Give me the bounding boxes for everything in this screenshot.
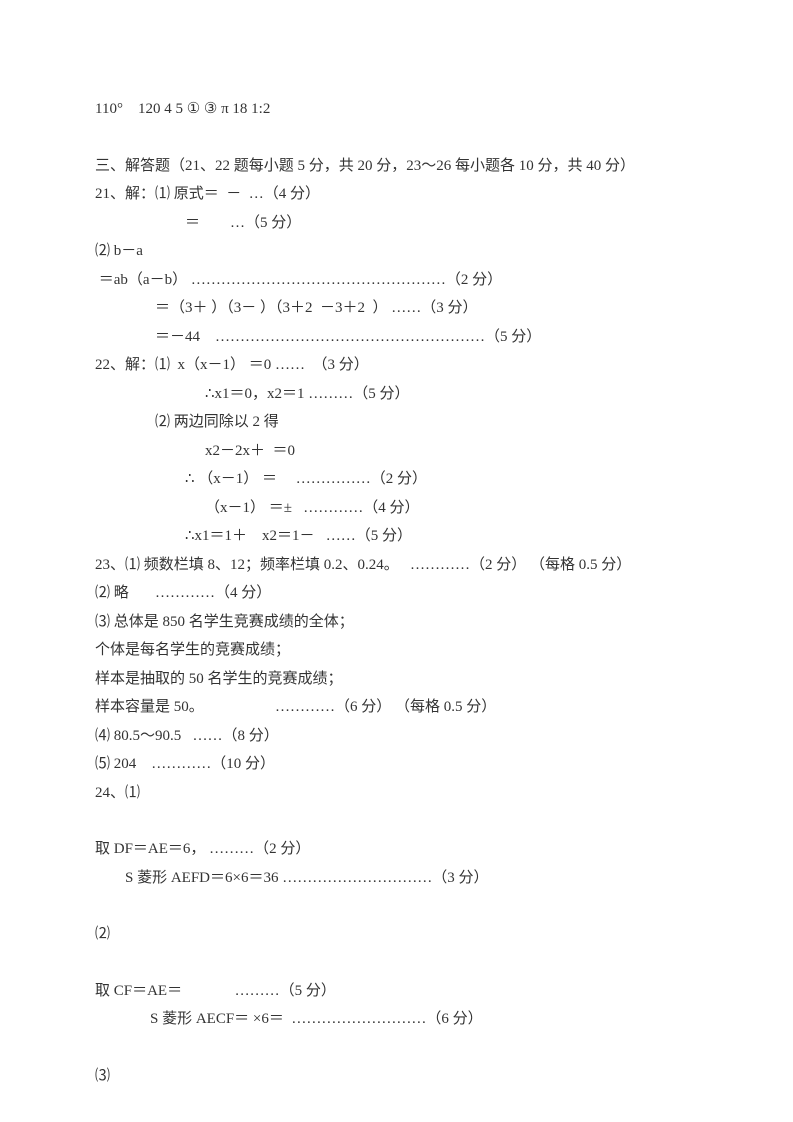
q24-part1-step1: 取 DF＝AE＝6， ………（2 分） <box>95 835 698 864</box>
spacer <box>95 1034 698 1062</box>
q22-part2-step2: ∴ （x－1） ＝ ……………（2 分） <box>95 465 698 494</box>
q23-part3-a: ⑶ 总体是 850 名学生竞赛成绩的全体； <box>95 608 698 637</box>
spacer <box>95 949 698 977</box>
q22-part2-step1: x2－2x＋ ＝0 <box>95 437 698 466</box>
q21-part2: ⑵ b－a <box>95 237 698 266</box>
q23-part4: ⑷ 80.5～90.5 ……（8 分） <box>95 722 698 751</box>
header-answers: 110° 120 4 5 ① ③ π 18 1:2 <box>95 95 698 124</box>
q21-step1: 21、解：⑴ 原式＝ － …（4 分） <box>95 180 698 209</box>
q22-step2: ∴x1＝0，x2＝1 ………（5 分） <box>95 380 698 409</box>
q24-part2-step2: S 菱形 AECF＝ ×6＝ ………………………（6 分） <box>95 1005 698 1034</box>
spacer <box>95 807 698 835</box>
q23-part3-d: 样本容量是 50。 …………（6 分） （每格 0.5 分） <box>95 693 698 722</box>
q24-part3: ⑶ <box>95 1062 698 1091</box>
section-title: 三、解答题（21、22 题每小题 5 分，共 20 分，23～26 每小题各 1… <box>95 152 698 181</box>
q24-part1: 24、⑴ <box>95 779 698 808</box>
q24-part2-step1: 取 CF＝AE＝ ………（5 分） <box>95 977 698 1006</box>
q21-part2-step1: ＝ab（a－b） ……………………………………………（2 分） <box>95 266 698 295</box>
q23-part5: ⑸ 204 …………（10 分） <box>95 750 698 779</box>
q22-part2: ⑵ 两边同除以 2 得 <box>95 408 698 437</box>
q21-part2-step3: ＝－44 ………………………………………………（5 分） <box>95 323 698 352</box>
q23-part2: ⑵ 略 …………（4 分） <box>95 579 698 608</box>
q23-part3-c: 样本是抽取的 50 名学生的竞赛成绩； <box>95 665 698 694</box>
q22-part2-step3: （x－1） ＝± …………（4 分） <box>95 494 698 523</box>
spacer <box>95 124 698 152</box>
q23-part1: 23、⑴ 频数栏填 8、12；频率栏填 0.2、0.24。 …………（2 分） … <box>95 551 698 580</box>
q23-part3-b: 个体是每名学生的竞赛成绩； <box>95 636 698 665</box>
q22-step1: 22、解：⑴ x（x－1） ＝0 …… （3 分） <box>95 351 698 380</box>
q24-part1-step2: S 菱形 AEFD＝6×6＝36 …………………………（3 分） <box>95 864 698 893</box>
spacer <box>95 892 698 920</box>
q22-part2-step4: ∴x1＝1＋ x2＝1－ ……（5 分） <box>95 522 698 551</box>
q21-part2-step2: ＝（3＋ ）（3－ ）（3＋2 －3＋2 ） ……（3 分） <box>95 294 698 323</box>
q24-part2: ⑵ <box>95 920 698 949</box>
q21-step2: ＝ …（5 分） <box>95 209 698 238</box>
